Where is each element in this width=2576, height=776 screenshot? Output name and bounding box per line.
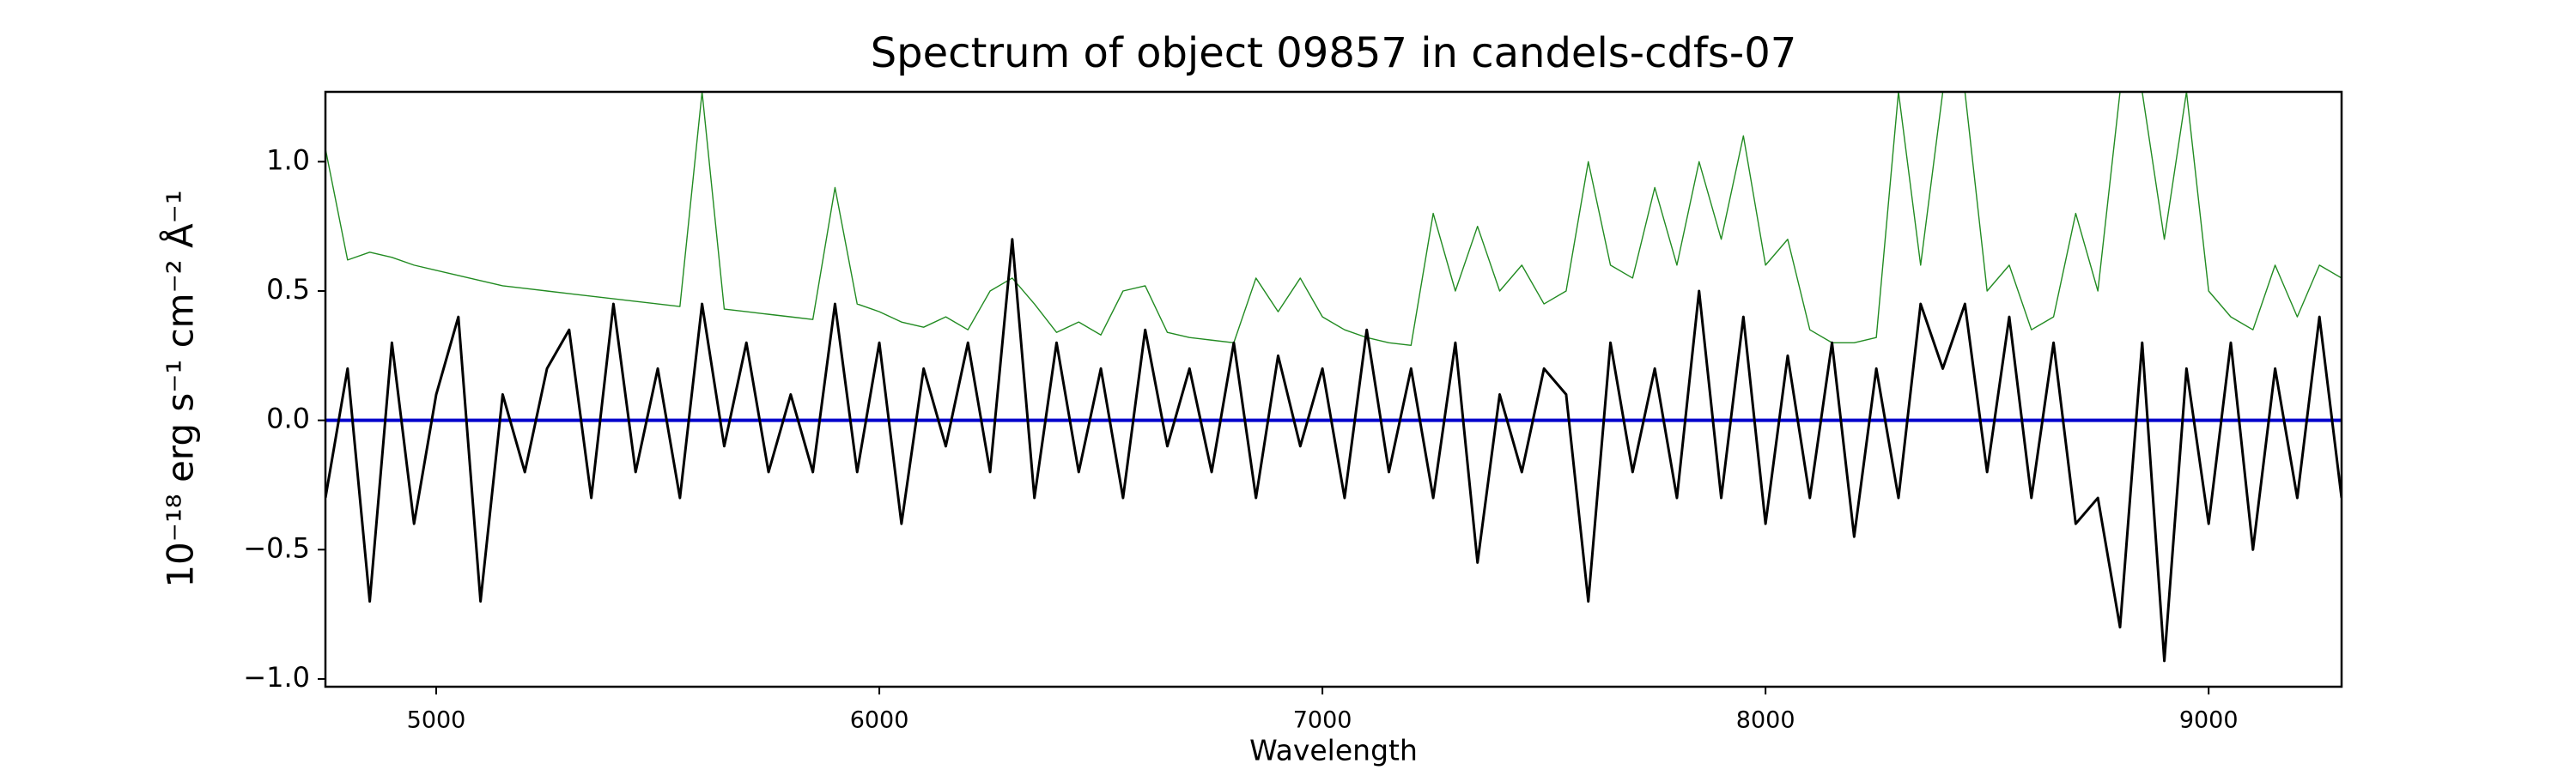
spectrum-line: [325, 92, 2342, 346]
axes-frame: [324, 90, 2343, 688]
y-tick-label: 1.0: [266, 143, 310, 176]
y-axis-label: 10⁻¹⁸ erg s⁻¹ cm⁻² Å⁻¹: [159, 190, 202, 587]
spectrum-line: [325, 238, 2342, 663]
x-tick-label: 7000: [1293, 707, 1352, 734]
chart-title: Spectrum of object 09857 in candels-cdfs…: [871, 29, 1797, 77]
x-tick-label: 8000: [1736, 707, 1795, 734]
x-tick-label: 5000: [407, 707, 466, 734]
y-tick-label: 0.0: [266, 403, 310, 435]
x-tick-label: 6000: [850, 707, 909, 734]
y-tick-label: −1.0: [243, 661, 310, 694]
y-tick-label: −0.5: [243, 531, 310, 564]
x-tick-label: 9000: [2179, 707, 2239, 734]
plot-area: [325, 92, 2342, 663]
y-tick-label: 0.5: [266, 273, 310, 306]
x-axis-label: Wavelength: [1249, 734, 1418, 767]
